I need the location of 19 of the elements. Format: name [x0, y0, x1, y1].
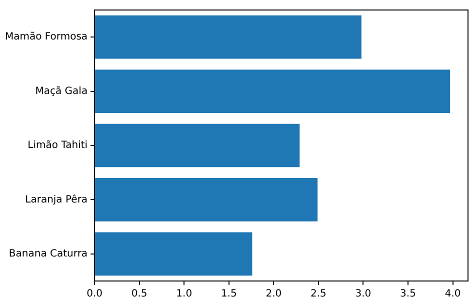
x-tick-label: 1.0 [176, 288, 192, 300]
y-tick-label: Mamão Formosa [4, 32, 88, 43]
x-tick-label: 3.5 [400, 288, 416, 300]
x-tick-label: 2.0 [266, 288, 282, 300]
bar [95, 15, 362, 59]
y-tick-label: Maçã Gala [35, 86, 88, 97]
bar [95, 178, 318, 222]
y-tick-label: Laranja Pêra [25, 194, 88, 206]
x-tick-label: 0.0 [86, 288, 103, 300]
bar [95, 70, 450, 113]
x-tick-label: 3.0 [355, 288, 372, 300]
x-tick-label: 1.5 [220, 288, 237, 300]
x-tick-label: 4.0 [444, 288, 461, 300]
bar [95, 232, 252, 276]
y-tick-label: Limão Tahiti [28, 140, 88, 152]
x-tick-label: 2.5 [310, 288, 326, 300]
y-tick-label: Banana Caturra [8, 248, 88, 260]
bar [95, 124, 300, 168]
x-tick-label: 0.5 [131, 288, 148, 300]
